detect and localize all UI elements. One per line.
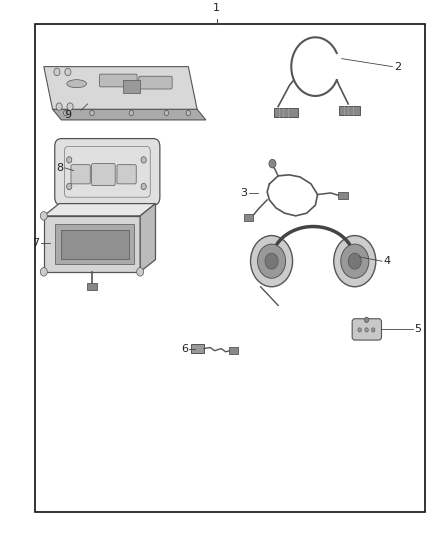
Circle shape (251, 236, 293, 287)
Text: 9: 9 (64, 110, 71, 120)
Polygon shape (61, 230, 129, 259)
Text: 1: 1 (213, 3, 220, 13)
Text: 3: 3 (240, 188, 247, 198)
Circle shape (67, 157, 72, 163)
FancyBboxPatch shape (139, 76, 172, 89)
Circle shape (341, 244, 369, 278)
Text: 6: 6 (181, 344, 188, 353)
Circle shape (265, 253, 278, 269)
FancyBboxPatch shape (92, 164, 115, 185)
Circle shape (141, 157, 146, 163)
Circle shape (64, 110, 68, 116)
Circle shape (67, 183, 72, 190)
Polygon shape (44, 216, 140, 272)
Circle shape (258, 244, 286, 278)
FancyBboxPatch shape (99, 74, 137, 87)
Polygon shape (55, 224, 134, 264)
Bar (191, 344, 204, 353)
Polygon shape (140, 204, 155, 272)
Circle shape (141, 183, 146, 190)
Bar (339, 106, 360, 115)
Bar (244, 214, 253, 221)
Circle shape (186, 110, 191, 116)
Circle shape (40, 212, 47, 220)
Circle shape (67, 103, 73, 110)
Bar (338, 192, 348, 199)
Bar (87, 283, 97, 290)
Bar (123, 80, 140, 93)
Bar (229, 347, 238, 354)
Circle shape (40, 268, 47, 276)
Circle shape (65, 68, 71, 76)
Text: 7: 7 (32, 238, 39, 247)
FancyBboxPatch shape (55, 139, 160, 205)
Circle shape (269, 159, 276, 168)
Circle shape (348, 253, 361, 269)
Bar (35, 24, 425, 512)
Circle shape (164, 110, 169, 116)
Polygon shape (53, 109, 206, 120)
Text: 5: 5 (414, 325, 421, 334)
Circle shape (56, 103, 62, 110)
Circle shape (334, 236, 376, 287)
Circle shape (371, 328, 375, 332)
Circle shape (364, 317, 369, 322)
FancyBboxPatch shape (71, 165, 90, 184)
FancyBboxPatch shape (352, 319, 381, 340)
Circle shape (90, 110, 94, 116)
Circle shape (358, 328, 361, 332)
Circle shape (129, 110, 134, 116)
Polygon shape (44, 204, 155, 216)
Circle shape (365, 328, 368, 332)
Text: 2: 2 (394, 62, 401, 71)
Text: 4: 4 (383, 256, 390, 266)
Ellipse shape (67, 80, 86, 88)
Polygon shape (44, 67, 197, 109)
Bar (274, 108, 298, 117)
Circle shape (137, 268, 144, 276)
Text: 8: 8 (57, 163, 64, 173)
Circle shape (54, 68, 60, 76)
FancyBboxPatch shape (117, 165, 136, 184)
